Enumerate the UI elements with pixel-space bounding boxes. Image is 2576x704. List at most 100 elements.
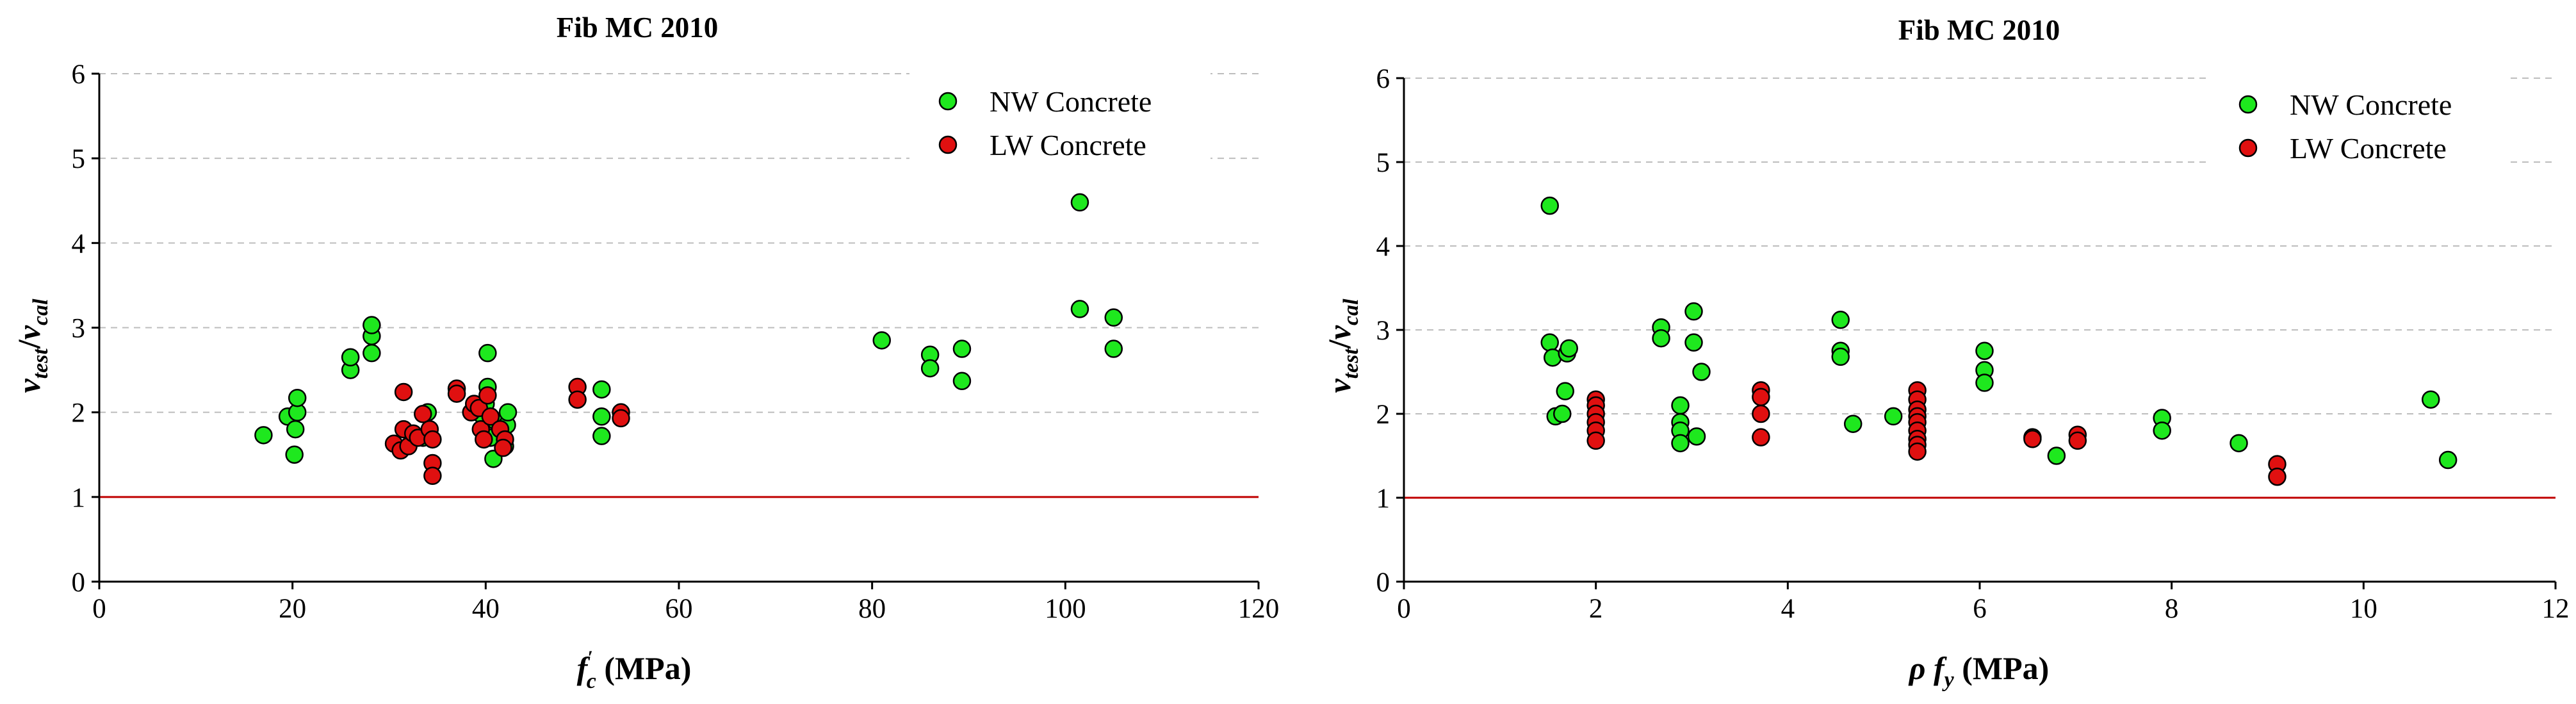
nw-concrete-point [2153, 421, 2171, 440]
y-ticks: 0 1 2 3 4 5 6 [72, 60, 99, 598]
nw-concrete-point [1540, 196, 1559, 215]
x-tick-label: 4 [1781, 594, 1795, 624]
x-tick-label: 8 [2165, 594, 2179, 624]
lw-concrete-point [423, 466, 442, 486]
y-tick-label: 4 [72, 229, 86, 259]
y-axis-label: vtest/vcal [11, 299, 53, 393]
data-points [254, 193, 1123, 486]
nw-concrete-point [1104, 308, 1123, 327]
nw-concrete-point [1831, 311, 1850, 329]
chart-fc: Fib MC 2010 0 1 2 3 4 5 6 0 20 40 60 80 100 120 NW C… [11, 12, 1279, 693]
nw-concrete-point [1553, 404, 1572, 423]
legend-label: LW Concrete [2290, 132, 2447, 165]
x-tick-label: 12 [2542, 594, 2570, 624]
y-tick-label: 2 [72, 398, 86, 429]
legend-marker [2238, 138, 2258, 158]
y-tick-label: 4 [1376, 232, 1390, 262]
nw-concrete-point [2421, 390, 2440, 409]
nw-concrete-point [1684, 302, 1703, 321]
x-axis-label: f′ c (MPa) [577, 647, 692, 693]
nw-concrete-point [952, 372, 972, 391]
y-axis-label-b: v [11, 325, 47, 340]
x-tick-label: 20 [279, 594, 306, 624]
nw-concrete-point [952, 340, 972, 358]
nw-concrete-point [1684, 333, 1703, 352]
chart-title: Fib MC 2010 [557, 12, 719, 44]
nw-concrete-point [288, 388, 307, 407]
nw-concrete-point [592, 427, 611, 445]
y-axis-label-b-sub: cal [29, 299, 53, 325]
lw-concrete-point [475, 430, 493, 449]
nw-concrete-point [872, 331, 891, 350]
lw-concrete-point [1908, 442, 1927, 461]
legend-label: NW Concrete [2290, 88, 2452, 121]
y-tick-label: 6 [72, 60, 86, 90]
y-tick-label: 6 [1376, 64, 1390, 94]
data-points [1540, 196, 2458, 486]
lw-concrete-point [612, 409, 630, 428]
nw-concrete-point [1652, 329, 1670, 348]
nw-concrete-point [285, 445, 304, 464]
y-tick-label: 1 [1376, 484, 1390, 514]
nw-concrete-point [592, 380, 611, 399]
y-axis-label-a: v [1321, 379, 1357, 393]
nw-concrete-point [254, 426, 273, 445]
y-axis-label-slash: / [11, 339, 47, 349]
lw-concrete-point [1752, 404, 1770, 423]
y-ticks: 0 1 2 3 4 5 6 [1376, 64, 1404, 598]
gridlines [99, 73, 1259, 413]
lw-concrete-point [478, 386, 497, 405]
nw-concrete-point [2438, 450, 2458, 470]
lw-concrete-point [2068, 431, 2087, 450]
y-axis-label: vtest/vcal [1321, 299, 1363, 393]
lw-concrete-point [1586, 431, 1605, 450]
nw-concrete-point [920, 359, 940, 378]
y-tick-label: 1 [72, 483, 86, 513]
x-tick-label: 40 [472, 594, 500, 624]
y-tick-label: 3 [72, 314, 86, 344]
x-axis-label: ρ fy (MPa) [1908, 650, 2050, 692]
x-ticks: 0 2 4 6 8 10 12 [1397, 582, 2570, 624]
x-axis-label-main: f [577, 650, 591, 686]
x-axis-label-unit: (MPa) [596, 650, 692, 686]
y-tick-label: 0 [1376, 568, 1390, 598]
x-axis-label-unit: (MPa) [1954, 650, 2050, 686]
nw-concrete-point [1843, 414, 1863, 433]
nw-concrete-point [1560, 339, 1578, 358]
legend-label: NW Concrete [990, 85, 1152, 118]
nw-concrete-point [286, 420, 305, 439]
lw-concrete-point [1752, 428, 1770, 446]
nw-concrete-point [1975, 341, 1994, 360]
legend: NW Concrete LW Concrete [2210, 70, 2511, 167]
x-axis-label-sub: y [1942, 668, 1955, 692]
nw-concrete-point [1070, 193, 1089, 212]
nw-concrete-point [1884, 407, 1903, 426]
lw-concrete-point [568, 390, 587, 409]
lw-concrete-point [2268, 468, 2287, 486]
x-axis-label-sup: ′ [587, 647, 592, 668]
nw-concrete-point [592, 407, 611, 426]
nw-concrete-point [1687, 427, 1706, 446]
nw-concrete-point [498, 403, 518, 422]
y-axis-label-a-sub: test [1339, 348, 1363, 379]
nw-concrete-point [341, 348, 360, 367]
nw-concrete-point [1556, 382, 1574, 400]
nw-concrete-point [478, 343, 497, 363]
legend-label: LW Concrete [990, 129, 1146, 161]
lw-concrete-point [394, 382, 413, 402]
x-tick-label: 0 [92, 594, 106, 624]
x-tick-label: 6 [1973, 594, 1987, 624]
legend-marker [938, 92, 958, 111]
y-axis-label-b-sub: cal [1339, 299, 1363, 325]
y-tick-label: 5 [72, 144, 86, 174]
lw-concrete-point [414, 405, 432, 423]
x-tick-label: 120 [1238, 594, 1280, 624]
y-axis-label-a: v [11, 379, 47, 393]
x-tick-label: 10 [2350, 594, 2377, 624]
legend-box [2210, 70, 2511, 167]
y-axis-label-slash: / [1321, 339, 1357, 349]
nw-concrete-point [1671, 434, 1690, 453]
y-tick-label: 2 [1376, 400, 1390, 430]
nw-concrete-point [1104, 340, 1123, 358]
